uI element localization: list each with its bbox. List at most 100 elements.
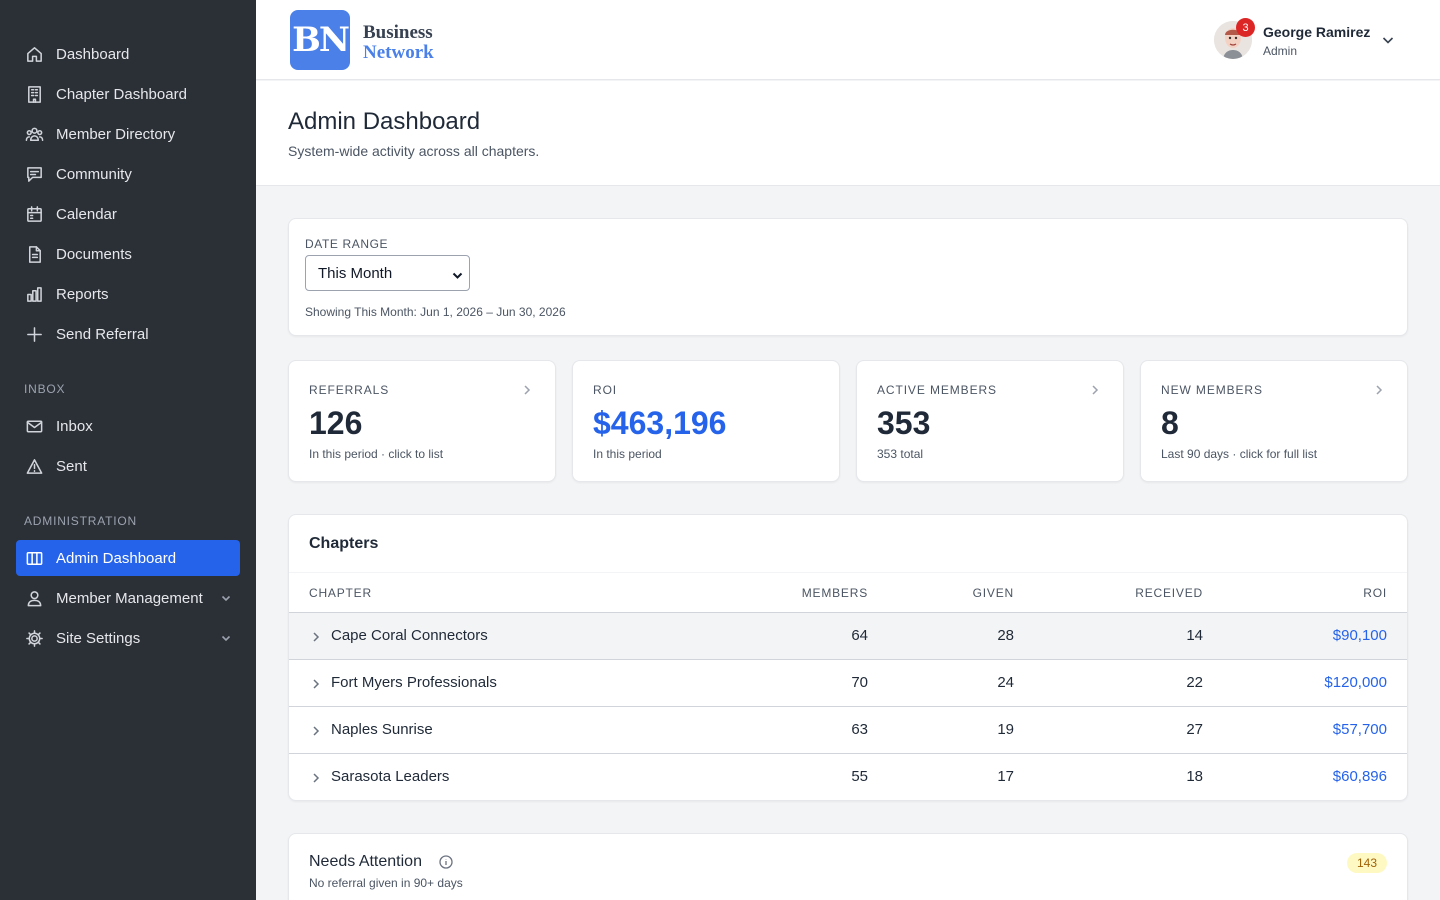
stat-subtext: 353 total — [877, 447, 924, 461]
plus-icon — [24, 324, 44, 344]
date-range-card: DATE RANGE This Month Showing This Month… — [288, 218, 1408, 336]
stat-card-new-members[interactable]: NEW MEMBERS 8 Last 90 days · click for f… — [1140, 360, 1408, 482]
date-range-label: DATE RANGE — [305, 237, 389, 251]
stat-label: ROI — [593, 383, 618, 397]
chapters-card: Chapters CHAPTER MEMBERS GIVEN RECEIVED … — [288, 514, 1408, 801]
sidebar-item-label: Dashboard — [56, 45, 130, 63]
sidebar-item-label: Sent — [56, 457, 87, 475]
mail-icon — [24, 416, 44, 436]
members-cell: 70 — [851, 674, 868, 691]
chevron-right-icon — [521, 383, 533, 395]
date-range-selected: This Month — [318, 264, 393, 282]
table-row[interactable]: Sarasota Leaders 55 17 18 $60,896 — [289, 754, 1407, 800]
column-header-roi[interactable]: ROI — [1363, 586, 1387, 600]
needs-attention-card: Needs Attention No referral given in 90+… — [288, 833, 1408, 900]
sidebar-item-admin-dashboard[interactable]: Admin Dashboard — [16, 540, 240, 576]
chat-icon — [24, 164, 44, 184]
column-header-chapter[interactable]: CHAPTER — [309, 586, 372, 600]
sidebar-item-calendar[interactable]: Calendar — [16, 196, 240, 232]
roi-cell: $57,700 — [1332, 721, 1387, 738]
chapter-name: Fort Myers Professionals — [331, 674, 497, 691]
sidebar-item-label: Community — [56, 165, 132, 183]
given-cell: 24 — [997, 674, 1014, 691]
sidebar-item-member-management[interactable]: Member Management — [16, 580, 240, 616]
brand-name-line1: Business — [363, 22, 433, 43]
sidebar-item-member-directory[interactable]: Member Directory — [16, 116, 240, 152]
chevron-down-icon[interactable] — [1381, 33, 1395, 47]
sidebar-item-label: Send Referral — [56, 325, 149, 343]
stat-card-roi: ROI $463,196 In this period — [572, 360, 840, 482]
date-range-select[interactable]: This Month — [305, 255, 470, 291]
sidebar-item-chapter-dashboard[interactable]: Chapter Dashboard — [16, 76, 240, 112]
roi-cell: $90,100 — [1332, 627, 1387, 644]
stat-value: 8 — [1161, 405, 1179, 441]
page-subtitle: System-wide activity across all chapters… — [288, 143, 540, 159]
column-header-received[interactable]: RECEIVED — [1135, 586, 1203, 600]
sidebar-item-label: Admin Dashboard — [56, 549, 177, 567]
table-row[interactable]: Naples Sunrise 63 19 27 $57,700 — [289, 707, 1407, 754]
logo[interactable]: BN — [290, 10, 350, 70]
received-cell: 18 — [1186, 768, 1203, 785]
chevron-right-icon[interactable] — [311, 677, 321, 689]
needs-attention-title: Needs Attention — [309, 853, 422, 870]
stat-label: NEW MEMBERS — [1161, 383, 1263, 397]
roi-cell: $120,000 — [1324, 674, 1387, 691]
document-icon — [24, 244, 44, 264]
given-cell: 28 — [997, 627, 1014, 644]
sidebar-item-documents[interactable]: Documents — [16, 236, 240, 272]
chevron-down-icon[interactable] — [220, 631, 232, 643]
chevron-right-icon — [1373, 383, 1385, 395]
sidebar-item-label: Member Directory — [56, 125, 176, 143]
needs-attention-subtitle: No referral given in 90+ days — [309, 876, 463, 890]
sidebar-item-sent[interactable]: Sent — [16, 448, 240, 484]
page-header: Admin Dashboard System-wide activity acr… — [256, 81, 1440, 186]
user-icon — [24, 588, 44, 608]
chapter-name: Sarasota Leaders — [331, 768, 450, 785]
sidebar-item-community[interactable]: Community — [16, 156, 240, 192]
chapters-title: Chapters — [309, 535, 379, 552]
members-cell: 64 — [851, 627, 868, 644]
table-row[interactable]: Cape Coral Connectors 64 28 14 $90,100 — [289, 613, 1407, 660]
calendar-icon — [24, 204, 44, 224]
sidebar-item-label: Chapter Dashboard — [56, 85, 187, 103]
chevron-right-icon[interactable] — [311, 771, 321, 783]
received-cell: 22 — [1186, 674, 1203, 691]
sidebar-item-label: Member Management — [56, 589, 203, 607]
chevron-right-icon — [1089, 383, 1101, 395]
sidebar-item-label: Documents — [56, 245, 132, 263]
chevron-right-icon[interactable] — [311, 630, 321, 642]
chevron-down-icon[interactable] — [220, 591, 232, 603]
table-header: CHAPTER MEMBERS GIVEN RECEIVED ROI — [289, 572, 1407, 613]
chevron-right-icon[interactable] — [311, 724, 321, 736]
sidebar-section-administration: ADMINISTRATION — [24, 514, 137, 528]
stat-card-active-members[interactable]: ACTIVE MEMBERS 353 353 total — [856, 360, 1124, 482]
sidebar: Dashboard Chapter Dashboard Member Direc… — [0, 0, 256, 900]
notification-badge[interactable]: 3 — [1236, 18, 1255, 37]
avatar[interactable] — [1214, 21, 1252, 59]
user-name[interactable]: George Ramirez — [1263, 24, 1371, 40]
info-icon[interactable] — [439, 855, 453, 869]
send-icon — [24, 456, 44, 476]
sidebar-item-inbox[interactable]: Inbox — [16, 408, 240, 444]
sidebar-item-dashboard[interactable]: Dashboard — [16, 36, 240, 72]
sidebar-item-send-referral[interactable]: Send Referral — [16, 316, 240, 352]
column-header-given[interactable]: GIVEN — [972, 586, 1014, 600]
members-cell: 63 — [851, 721, 868, 738]
sidebar-item-label: Inbox — [56, 417, 93, 435]
stat-label: REFERRALS — [309, 383, 390, 397]
sidebar-item-site-settings[interactable]: Site Settings — [16, 620, 240, 656]
columns-icon — [24, 548, 44, 568]
chapter-name: Cape Coral Connectors — [331, 627, 488, 644]
home-icon — [24, 44, 44, 64]
users-icon — [24, 124, 44, 144]
sidebar-item-reports[interactable]: Reports — [16, 276, 240, 312]
stat-subtext: In this period — [593, 447, 662, 461]
stat-card-referrals[interactable]: REFERRALS 126 In this period · click to … — [288, 360, 556, 482]
sidebar-section-inbox: INBOX — [24, 382, 66, 396]
stat-value: $463,196 — [593, 405, 727, 441]
chevron-down-icon — [452, 268, 463, 279]
column-header-members[interactable]: MEMBERS — [801, 586, 868, 600]
table-row[interactable]: Fort Myers Professionals 70 24 22 $120,0… — [289, 660, 1407, 707]
stat-value: 126 — [309, 405, 363, 441]
bar-chart-icon — [24, 284, 44, 304]
